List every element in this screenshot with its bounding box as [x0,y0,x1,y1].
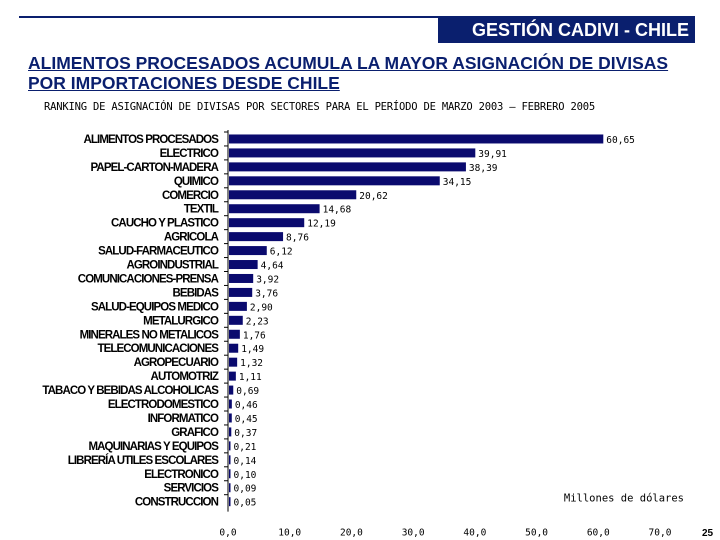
value-label: 1,32 [240,358,263,369]
category-label: METALURGICO [143,315,219,327]
category-label: QUIMICO [174,176,219,188]
category-label: AGROPECUARIO [134,357,219,369]
value-label: 0,14 [234,456,257,467]
category-label: ELECTRONICO [144,469,219,481]
bar [229,399,232,409]
value-label: 2,23 [246,316,269,327]
value-label: 0,46 [235,400,258,411]
category-label: SALUD-FARMACEUTICO [98,246,219,258]
bar [229,232,284,242]
header-bar: GESTIÓN CADIVI - CHILE [438,17,695,43]
bar [229,176,440,186]
bar [229,273,254,283]
value-label: 12,19 [307,219,336,230]
category-label: SERVICIOS [164,483,220,495]
category-label: TELECOMUNICACIONES [97,343,219,355]
bar [229,441,231,451]
x-tick-label: 50,0 [525,528,548,539]
unit-label: Millones de dólares [564,493,684,505]
value-label: 38,39 [469,163,498,174]
value-label: 60,65 [606,135,635,146]
category-label: BEBIDAS [173,287,220,299]
value-label: 8,76 [286,233,309,244]
category-label: CONSTRUCCION [135,497,219,509]
page-number: 25 [702,528,714,539]
x-tick-label: 40,0 [463,528,486,539]
bar [229,246,267,256]
bar [229,190,357,200]
value-label: 3,92 [256,274,279,285]
bar [229,455,231,465]
category-label: COMERCIO [162,190,219,202]
chart-title: RANKING DE ASIGNACIÓN DE DIVISAS POR SEC… [44,101,595,113]
category-label: SALUD-EQUIPOS MEDICO [91,301,219,313]
bar [229,218,305,228]
bar [229,148,476,158]
bar [229,204,320,214]
value-label: 20,62 [359,191,388,202]
x-tick-label: 0,0 [219,528,236,539]
value-label: 1,76 [243,330,266,341]
value-label: 0,21 [234,442,257,453]
value-label: 0,09 [234,484,257,495]
category-label: MAQUINARIAS Y EQUIPOS [88,441,219,453]
bar [229,371,236,381]
bar [229,469,231,479]
category-label: ELECTRODOMESTICO [108,399,219,411]
category-label: PAPEL-CARTON-MADERA [91,162,219,174]
category-label: ALIMENTOS PROCESADOS [84,134,220,146]
category-label: LIBRERÍA UTILES ESCOLARES [68,454,219,467]
page-title: ALIMENTOS PROCESADOS ACUMULA LA MAYOR AS… [28,53,669,93]
category-label: AUTOMOTRIZ [151,371,219,383]
category-label: AGROINDUSTRIAL [126,260,218,272]
value-label: 0,45 [235,414,258,425]
category-label: AGRICOLA [164,232,219,244]
x-tick-label: 60,0 [587,528,610,539]
bar [229,315,243,325]
top-rule [19,16,695,18]
bar [229,497,231,507]
value-label: 2,90 [250,302,273,313]
category-label: GRAFICO [171,427,219,439]
bar [229,343,239,353]
bar [229,357,238,367]
category-label: TABACO Y BEBIDAS ALCOHOLICAS [42,385,219,397]
value-label: 14,68 [323,205,352,216]
bar [229,301,247,311]
value-label: 6,12 [270,247,293,258]
category-label: CAUCHO Y PLASTICO [111,218,219,230]
x-tick-label: 20,0 [340,528,363,539]
category-label: TEXTIL [184,204,219,216]
bar [229,483,231,493]
value-label: 39,91 [478,149,507,160]
bar [229,385,234,395]
category-label: ELECTRICO [160,148,219,160]
bar [229,427,232,437]
value-label: 4,64 [261,261,284,272]
category-label: INFORMATICO [148,413,219,425]
value-label: 1,11 [239,372,262,383]
category-label: MINERALES NO METALICOS [80,329,220,341]
bar [229,287,253,297]
bar [229,134,604,144]
value-label: 3,76 [255,288,278,299]
value-label: 0,69 [236,386,259,397]
bar [229,162,466,172]
value-label: 34,15 [443,177,472,188]
category-label: COMUNICACIONES-PRENSA [78,273,219,285]
x-tick-label: 10,0 [278,528,301,539]
value-label: 0,37 [234,428,257,439]
value-label: 0,10 [234,470,257,481]
value-label: 1,49 [241,344,264,355]
x-tick-label: 30,0 [402,528,425,539]
value-label: 0,05 [234,498,257,509]
bar [229,329,240,339]
bar [229,413,232,423]
bar [229,260,258,270]
x-tick-label: 70,0 [649,528,672,539]
